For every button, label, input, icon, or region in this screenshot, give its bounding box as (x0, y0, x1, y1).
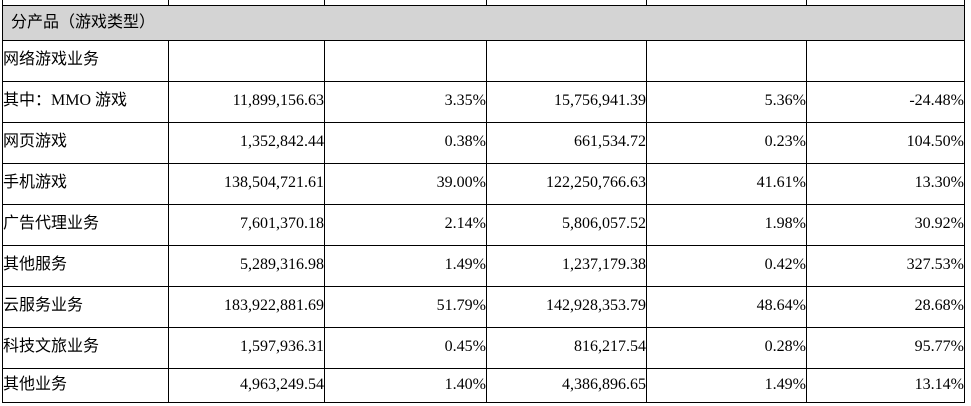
table-row: 网络游戏业务 (2, 39, 965, 82)
row-label: 网页游戏 (2, 121, 169, 164)
cell-pct-prior: 0.23% (646, 121, 807, 164)
cell-pct-current (324, 39, 487, 82)
table-row: 其他业务 4,963,249.54 1.40% 4,386,896.65 1.4… (2, 367, 965, 403)
cell-change: 95.77% (806, 326, 965, 369)
table-row: 云服务业务 183,922,881.69 51.79% 142,928,353.… (2, 285, 965, 328)
cell-amount-prior: 5,806,057.52 (486, 203, 647, 246)
cell-amount-prior: 142,928,353.79 (486, 285, 647, 328)
row-label: 其中：MMO 游戏 (2, 80, 169, 123)
cell-amount-current (168, 39, 325, 82)
row-label: 网络游戏业务 (2, 39, 169, 82)
cell-pct-prior: 1.98% (646, 203, 807, 246)
table-row: 广告代理业务 7,601,370.18 2.14% 5,806,057.52 1… (2, 203, 965, 246)
cell-amount-current: 1,597,936.31 (168, 326, 325, 369)
cell-change: -24.48% (806, 80, 965, 123)
cell-pct-current: 0.38% (324, 121, 487, 164)
cell-amount-prior: 122,250,766.63 (486, 162, 647, 205)
cell-change: 13.30% (806, 162, 965, 205)
cell-amount-prior: 4,386,896.65 (486, 367, 647, 403)
cell-change: 28.68% (806, 285, 965, 328)
cell-change: 104.50% (806, 121, 965, 164)
cell-change (806, 39, 965, 82)
cell-pct-prior: 48.64% (646, 285, 807, 328)
cell-pct-current: 1.40% (324, 367, 487, 403)
row-label: 其他业务 (2, 367, 169, 403)
cell-pct-current: 1.49% (324, 244, 487, 287)
section-header: 分产品（游戏类型） (2, 4, 965, 41)
cell-amount-current: 4,963,249.54 (168, 367, 325, 403)
cell-amount-prior: 661,534.72 (486, 121, 647, 164)
row-label: 科技文旅业务 (2, 326, 169, 369)
cell-pct-current: 51.79% (324, 285, 487, 328)
cell-change: 327.53% (806, 244, 965, 287)
row-label: 其他服务 (2, 244, 169, 287)
cell-amount-prior (486, 39, 647, 82)
cell-pct-current: 3.35% (324, 80, 487, 123)
cell-pct-current: 0.45% (324, 326, 487, 369)
row-label: 云服务业务 (2, 285, 169, 328)
cell-amount-current: 138,504,721.61 (168, 162, 325, 205)
row-label: 手机游戏 (2, 162, 169, 205)
cell-amount-current: 5,289,316.98 (168, 244, 325, 287)
cell-amount-current: 7,601,370.18 (168, 203, 325, 246)
table-row: 其他服务 5,289,316.98 1.49% 1,237,179.38 0.4… (2, 244, 965, 287)
table-row: 手机游戏 138,504,721.61 39.00% 122,250,766.6… (2, 162, 965, 205)
row-label: 广告代理业务 (2, 203, 169, 246)
cell-change: 30.92% (806, 203, 965, 246)
cell-pct-prior: 5.36% (646, 80, 807, 123)
section-header-row: 分产品（游戏类型） (2, 4, 965, 41)
cell-pct-prior: 0.28% (646, 326, 807, 369)
cell-amount-current: 1,352,842.44 (168, 121, 325, 164)
cell-pct-prior: 1.49% (646, 367, 807, 403)
cell-amount-prior: 15,756,941.39 (486, 80, 647, 123)
table-row: 其中：MMO 游戏 11,899,156.63 3.35% 15,756,941… (2, 80, 965, 123)
cell-pct-prior: 41.61% (646, 162, 807, 205)
cell-amount-current: 11,899,156.63 (168, 80, 325, 123)
cell-amount-prior: 1,237,179.38 (486, 244, 647, 287)
cell-amount-prior: 816,217.54 (486, 326, 647, 369)
cell-pct-current: 2.14% (324, 203, 487, 246)
table-row: 网页游戏 1,352,842.44 0.38% 661,534.72 0.23%… (2, 121, 965, 164)
cell-pct-current: 39.00% (324, 162, 487, 205)
cell-amount-current: 183,922,881.69 (168, 285, 325, 328)
cell-pct-prior (646, 39, 807, 82)
cell-change: 13.14% (806, 367, 965, 403)
table-partial-row (2, 0, 965, 6)
cell-pct-prior: 0.42% (646, 244, 807, 287)
table-row: 科技文旅业务 1,597,936.31 0.45% 816,217.54 0.2… (2, 326, 965, 369)
